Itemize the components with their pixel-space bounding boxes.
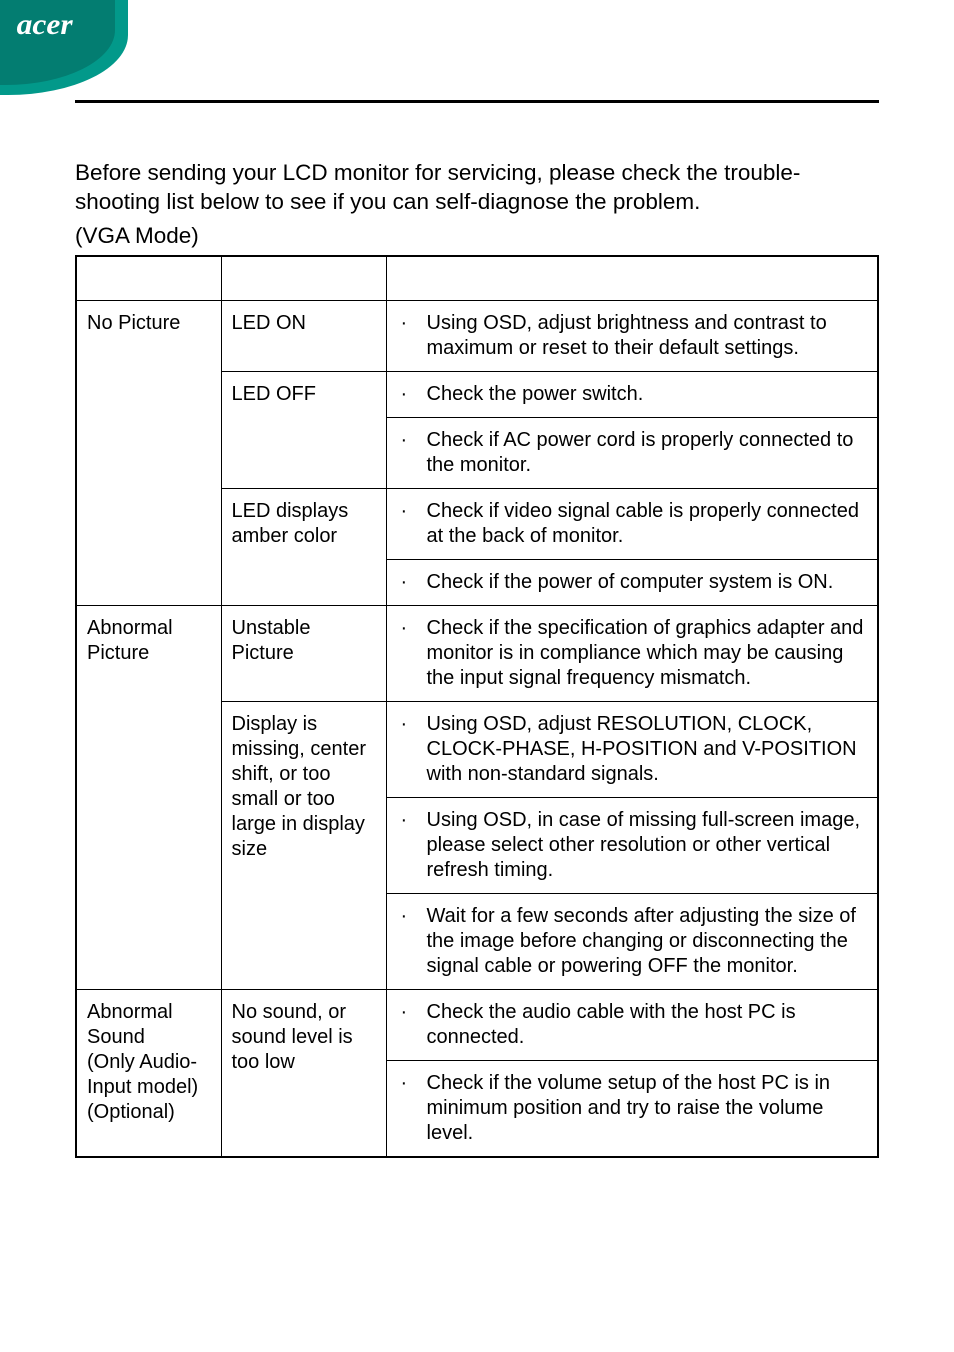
problem-cell: No Picture (76, 301, 221, 606)
remedy-text: Check if the specification of graphics a… (427, 616, 868, 691)
mode-label: (VGA Mode) (75, 223, 879, 249)
bullet-icon: · (397, 712, 427, 787)
table-row: Abnormal PictureUnstable Picture·Check i… (76, 606, 878, 702)
problem-cell: Abnormal Sound(Only Audio-Input model) (… (76, 990, 221, 1158)
remedy-cell: ·Check the audio cable with the host PC … (386, 990, 878, 1061)
remedy-cell: ·Check the power switch. (386, 372, 878, 418)
intro-text: Before sending your LCD monitor for serv… (75, 158, 879, 217)
remedy-text: Check if the power of computer system is… (427, 570, 868, 595)
remedy-cell: ·Check if the volume setup of the host P… (386, 1061, 878, 1158)
brand-logo: acer (17, 8, 73, 42)
table-header-cell (221, 256, 386, 301)
bullet-icon: · (397, 311, 427, 361)
remedy-text: Using OSD, in case of missing full-scree… (427, 808, 868, 883)
bullet-icon: · (397, 428, 427, 478)
table-header-cell (76, 256, 221, 301)
troubleshooting-table: No PictureLED ON·Using OSD, adjust brigh… (75, 255, 879, 1159)
remedy-cell: ·Check if video signal cable is properly… (386, 489, 878, 560)
status-cell: No sound, or sound level is too low (221, 990, 386, 1158)
remedy-text: Check the power switch. (427, 382, 868, 407)
status-cell: LED ON (221, 301, 386, 372)
remedy-cell: ·Using OSD, adjust brightness and contra… (386, 301, 878, 372)
bullet-icon: · (397, 570, 427, 595)
header-rule (75, 100, 879, 103)
table-header-row (76, 256, 878, 301)
remedy-cell: ·Wait for a few seconds after adjusting … (386, 894, 878, 990)
remedy-text: Check the audio cable with the host PC i… (427, 1000, 868, 1050)
remedy-text: Check if AC power cord is properly conne… (427, 428, 868, 478)
bullet-icon: · (397, 904, 427, 979)
table-header-cell (386, 256, 878, 301)
remedy-text: Wait for a few seconds after adjusting t… (427, 904, 868, 979)
bullet-icon: · (397, 1071, 427, 1146)
status-cell: Unstable Picture (221, 606, 386, 702)
table-row: No PictureLED ON·Using OSD, adjust brigh… (76, 301, 878, 372)
bullet-icon: · (397, 382, 427, 407)
remedy-text: Check if the volume setup of the host PC… (427, 1071, 868, 1146)
remedy-text: Check if video signal cable is properly … (427, 499, 868, 549)
remedy-cell: ·Using OSD, adjust RESOLUTION, CLOCK, CL… (386, 702, 878, 798)
status-cell: LED OFF (221, 372, 386, 489)
remedy-cell: ·Check if the power of computer system i… (386, 560, 878, 606)
bullet-icon: · (397, 808, 427, 883)
remedy-cell: ·Using OSD, in case of missing full-scre… (386, 798, 878, 894)
status-cell: LED displays amber color (221, 489, 386, 606)
problem-cell: Abnormal Picture (76, 606, 221, 990)
table-row: Abnormal Sound(Only Audio-Input model) (… (76, 990, 878, 1061)
bullet-icon: · (397, 1000, 427, 1050)
bullet-icon: · (397, 499, 427, 549)
remedy-text: Using OSD, adjust brightness and contras… (427, 311, 868, 361)
bullet-icon: · (397, 616, 427, 691)
remedy-cell: ·Check if AC power cord is properly conn… (386, 418, 878, 489)
remedy-cell: ·Check if the specification of graphics … (386, 606, 878, 702)
remedy-text: Using OSD, adjust RESOLUTION, CLOCK, CLO… (427, 712, 868, 787)
status-cell: Display is missing, center shift, or too… (221, 702, 386, 990)
